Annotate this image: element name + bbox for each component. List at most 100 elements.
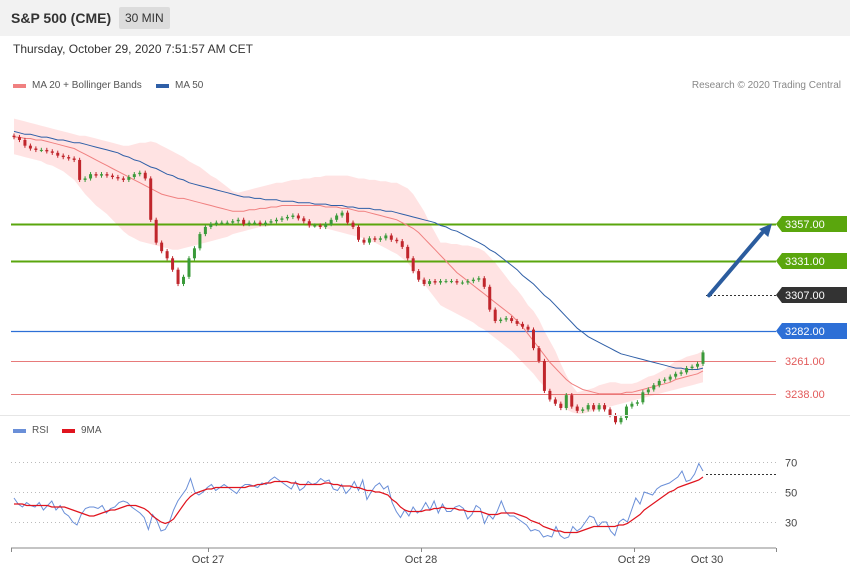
price-tag-support xyxy=(776,323,847,339)
price-tag-label-resistance: 3331.00 xyxy=(785,256,825,268)
candle-body xyxy=(313,225,317,227)
bollinger-band xyxy=(14,118,703,414)
candle-body xyxy=(542,360,546,391)
candle-body xyxy=(132,174,136,178)
legend-ma20: MA 20 + Bollinger Bands xyxy=(13,80,142,91)
candle-body xyxy=(50,151,54,153)
candle-body xyxy=(657,380,661,386)
x-tick-label: Oct 30 xyxy=(691,554,723,566)
candle-body xyxy=(422,279,426,284)
candle-body xyxy=(160,242,164,252)
candle-body xyxy=(247,222,251,225)
candle-body xyxy=(231,221,235,223)
candle-body xyxy=(12,135,16,138)
candle-body xyxy=(116,177,120,179)
candle-body xyxy=(302,218,306,222)
candle-body xyxy=(67,157,71,159)
candle-body xyxy=(586,405,590,410)
candle-body xyxy=(619,417,623,423)
candle-body xyxy=(439,281,443,283)
price-tag-resistance xyxy=(776,216,847,232)
candle-body xyxy=(143,172,147,179)
candle-body xyxy=(192,248,196,259)
candle-body xyxy=(285,216,289,219)
candle-body xyxy=(351,222,355,227)
x-tick-label: Oct 28 xyxy=(405,554,437,566)
candle-body xyxy=(61,155,65,158)
rsi-tick-label: 70 xyxy=(785,458,797,470)
candle-body xyxy=(127,177,131,180)
candle-body xyxy=(34,148,38,150)
candle-body xyxy=(526,326,530,330)
candle-body xyxy=(378,238,382,240)
candle-body xyxy=(258,222,262,225)
candle-body xyxy=(608,409,612,416)
candle-body xyxy=(225,222,229,224)
rsi-line xyxy=(13,462,704,540)
candle-body xyxy=(253,222,257,224)
ma50-swatch xyxy=(156,83,169,88)
candle-body xyxy=(182,276,186,284)
ma20-swatch xyxy=(13,83,26,88)
rsi-label: RSI xyxy=(32,425,49,436)
candle-body xyxy=(417,271,421,280)
candle-body xyxy=(537,348,541,361)
candle-body xyxy=(335,215,339,220)
candle-body xyxy=(488,286,492,310)
candle-body xyxy=(83,178,87,180)
candle-body xyxy=(482,278,486,287)
candle-body xyxy=(646,389,650,393)
candle-body xyxy=(165,251,169,259)
candle-body xyxy=(515,321,519,324)
candle-body xyxy=(367,238,371,243)
candle-body xyxy=(220,222,224,224)
candle-body xyxy=(176,269,180,284)
price-tag-last xyxy=(776,287,847,303)
ma50-line xyxy=(13,130,704,370)
candle-body xyxy=(110,175,114,178)
candle-body xyxy=(575,406,579,411)
candle-body xyxy=(121,178,125,180)
candle-body xyxy=(553,399,557,404)
ma50-label: MA 50 xyxy=(175,80,204,91)
candle-body xyxy=(274,219,278,222)
ma20-label: MA 20 + Bollinger Bands xyxy=(32,80,142,91)
price-tag-resistance xyxy=(776,253,847,269)
candle-body xyxy=(389,235,393,240)
projection-arrow-head xyxy=(759,223,772,238)
candle-body xyxy=(400,241,404,247)
candle-body xyxy=(696,363,700,367)
candle-body xyxy=(72,158,76,160)
candle-body xyxy=(433,281,437,283)
instrument-title: S&P 500 (CME) xyxy=(11,10,112,26)
candle-body xyxy=(318,225,322,227)
candle-body xyxy=(406,246,410,259)
candle-body xyxy=(56,152,60,156)
price-tag-label-last: 3307.00 xyxy=(785,290,825,302)
candle-body xyxy=(559,403,563,408)
candle-body xyxy=(236,219,240,222)
candle-body xyxy=(99,174,103,176)
candle-body xyxy=(531,329,535,349)
candle-body xyxy=(23,139,27,146)
candle-body xyxy=(395,239,399,242)
candle-body xyxy=(444,281,448,283)
legend-rsi: RSI xyxy=(13,425,49,436)
candle-body xyxy=(149,178,153,220)
candle-body xyxy=(449,281,453,283)
legend-ma50: MA 50 xyxy=(156,80,203,91)
rsi-ma-swatch xyxy=(62,428,75,433)
rsi-tick-label: 50 xyxy=(785,488,797,500)
candle-body xyxy=(504,318,508,320)
timeframe-badge[interactable]: 30 MIN xyxy=(119,7,170,29)
candle-body xyxy=(78,159,82,180)
candle-body xyxy=(668,376,672,380)
candle-body xyxy=(269,221,273,223)
candle-body xyxy=(603,405,607,410)
candle-body xyxy=(493,309,497,322)
candle-body xyxy=(460,282,464,284)
candle-body xyxy=(373,238,377,240)
candle-body xyxy=(89,174,93,179)
